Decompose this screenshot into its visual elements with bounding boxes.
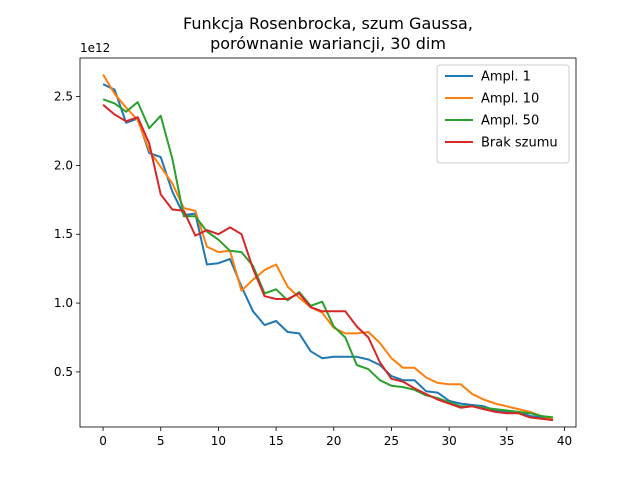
x-tick-label: 20	[326, 434, 341, 448]
y-tick-label: 1.5	[54, 227, 73, 241]
y-offset-text: 1e12	[80, 41, 110, 55]
y-tick-label: 1.0	[54, 296, 73, 310]
title: Funkcja Rosenbrocka, szum Gaussa, porówn…	[183, 14, 473, 53]
axes-frame	[79, 57, 577, 428]
y-tick-label: 2.5	[54, 90, 73, 104]
x-tick-label: 5	[157, 434, 165, 448]
legend-label: Ampl. 1	[481, 70, 531, 85]
x-tick-label: 35	[499, 434, 514, 448]
legend: Ampl. 1 Ampl. 10 Ampl. 50 Brak szumu	[436, 64, 570, 164]
chart-title-line-1: Funkcja Rosenbrocka, szum Gaussa,	[183, 14, 473, 33]
x-tick-label: 15	[268, 434, 283, 448]
x-tick-label: 25	[384, 434, 399, 448]
y-tick-label: 0.5	[54, 365, 73, 379]
x-tick-label: 10	[211, 434, 226, 448]
legend-label: Ampl. 50	[481, 114, 539, 129]
series-line	[102, 104, 554, 422]
chart-title-line-2: porównanie wariancji, 30 dim	[210, 34, 446, 53]
plot-lines	[102, 73, 554, 422]
x-axis-ticks: 0 5 10 15 20 25 30 35 40	[99, 427, 572, 448]
y-tick-label: 2.0	[54, 158, 73, 172]
series-line	[102, 83, 554, 422]
legend-label: Brak szumu	[481, 136, 558, 151]
x-tick-label: 0	[99, 434, 107, 448]
legend-label: Ampl. 10	[481, 92, 539, 107]
x-tick-label: 30	[441, 434, 456, 448]
series-line	[102, 73, 554, 420]
x-tick-label: 40	[557, 434, 572, 448]
y-axis-ticks: 0.5 1.0 1.5 2.0 2.5	[54, 90, 80, 379]
legend-box	[436, 64, 570, 164]
